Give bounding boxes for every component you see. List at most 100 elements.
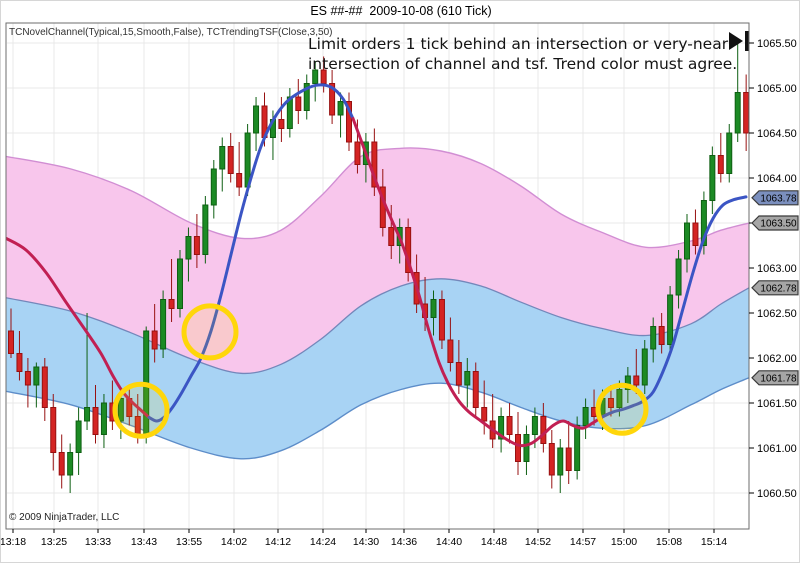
price-marker-tag bbox=[751, 215, 799, 231]
candle-body bbox=[346, 101, 352, 143]
candle-body bbox=[506, 416, 513, 435]
candle-body bbox=[540, 416, 547, 444]
price-marker-tag bbox=[751, 190, 799, 206]
channel-lower-line bbox=[6, 377, 749, 460]
time-axis-label: 13:43 bbox=[131, 536, 157, 548]
candle-body bbox=[667, 294, 674, 345]
price-axis-label: 1062.50 bbox=[757, 308, 797, 320]
candle-body bbox=[193, 236, 200, 255]
candle-body bbox=[24, 371, 31, 386]
time-axis-label: 14:52 bbox=[525, 536, 551, 548]
annotation-line-1: Limit orders 1 tick behind an intersecti… bbox=[308, 35, 729, 53]
candle-body bbox=[151, 330, 158, 350]
time-axis-label: 14:40 bbox=[436, 536, 462, 548]
time-axis-label: 14:48 bbox=[481, 536, 507, 548]
price-axis-label: 1065.00 bbox=[757, 83, 797, 95]
candle-body bbox=[607, 398, 614, 408]
candle-body bbox=[675, 258, 682, 296]
candle-body bbox=[641, 348, 648, 386]
time-axis-label: 14:02 bbox=[221, 536, 247, 548]
time-axis-label: 14:24 bbox=[310, 536, 336, 548]
price-axis-label: 1062.00 bbox=[757, 353, 797, 365]
candle-body bbox=[210, 168, 217, 206]
candle-body bbox=[295, 96, 302, 111]
time-axis-label: 14:30 bbox=[353, 536, 379, 548]
candle-body bbox=[337, 101, 344, 116]
candle-body bbox=[684, 222, 690, 260]
time-axis-label: 14:12 bbox=[265, 536, 291, 548]
price-axis-label: 1060.50 bbox=[757, 488, 797, 500]
candle-body bbox=[464, 371, 471, 386]
candle-body bbox=[455, 362, 462, 386]
price-axis-label: 1064.50 bbox=[757, 128, 797, 140]
candle-body bbox=[160, 299, 167, 350]
candle-body bbox=[548, 443, 555, 476]
price-marker-value: 1063.78 bbox=[760, 193, 797, 204]
price-marker-value: 1062.78 bbox=[760, 283, 797, 294]
time-axis-label: 14:36 bbox=[391, 536, 417, 548]
candle-body bbox=[253, 105, 260, 134]
price-axis-label: 1065.50 bbox=[757, 38, 797, 50]
candle-body bbox=[320, 69, 327, 84]
candle-body bbox=[531, 416, 538, 435]
candle-body bbox=[624, 375, 631, 390]
candle-body bbox=[650, 326, 657, 350]
candle-body bbox=[16, 353, 23, 372]
time-axis-label: 13:25 bbox=[41, 536, 67, 548]
time-axis-label: 13:18 bbox=[1, 536, 26, 548]
tsf-line-segment bbox=[351, 117, 615, 448]
candle-body bbox=[633, 375, 640, 386]
price-axis-label: 1064.00 bbox=[757, 173, 797, 185]
jump-to-end-icon[interactable] bbox=[729, 31, 749, 51]
candle-body bbox=[743, 92, 749, 134]
candle-body bbox=[523, 434, 530, 462]
price-marker-tag bbox=[751, 280, 799, 296]
candle-body bbox=[185, 236, 192, 260]
candle-body bbox=[515, 434, 521, 462]
play-triangle bbox=[729, 32, 743, 50]
candle-body bbox=[582, 407, 589, 426]
tsf-line-segment bbox=[6, 236, 151, 419]
candle-body bbox=[8, 330, 14, 354]
indicator-label: TCNovelChannel(Typical,15,Smooth,False),… bbox=[9, 27, 333, 38]
candle-body bbox=[33, 366, 40, 386]
window-title: ES ##-## 2009-10-08 (610 Tick) bbox=[310, 4, 492, 18]
price-axis-label: 1063.00 bbox=[757, 263, 797, 275]
candle-body bbox=[219, 146, 226, 170]
candle-body bbox=[498, 416, 505, 440]
candle-body bbox=[92, 407, 99, 435]
candle-body bbox=[658, 326, 665, 345]
price-marker-tag bbox=[751, 370, 799, 386]
tsf-line-segment bbox=[601, 195, 748, 418]
time-axis-label: 13:55 bbox=[176, 536, 202, 548]
candle-body bbox=[75, 420, 82, 453]
candle-body bbox=[371, 141, 378, 188]
candle-body bbox=[557, 447, 564, 476]
candle-body bbox=[447, 339, 454, 363]
candle-body bbox=[177, 258, 183, 309]
channel-lower-band bbox=[6, 278, 749, 459]
price-axis-label: 1061.50 bbox=[757, 398, 797, 410]
candle-body bbox=[329, 83, 336, 116]
plot-border bbox=[5, 22, 750, 530]
copyright-label: © 2009 NinjaTrader, LLC bbox=[9, 512, 120, 523]
price-axis-label: 1061.00 bbox=[757, 443, 797, 455]
price-marker-value: 1063.50 bbox=[760, 219, 797, 230]
candle-body bbox=[734, 92, 741, 134]
candle-body bbox=[227, 146, 234, 174]
candle-body bbox=[41, 366, 48, 408]
tsf-line-segment bbox=[147, 83, 355, 423]
candle-body bbox=[726, 132, 733, 174]
candle-body bbox=[278, 119, 285, 129]
candle-body bbox=[286, 96, 293, 129]
annotation-note: Limit orders 1 tick behind an intersecti… bbox=[308, 34, 737, 74]
candle-body bbox=[354, 141, 361, 165]
candle-body bbox=[84, 407, 91, 422]
candle-body bbox=[236, 173, 243, 188]
candle-body bbox=[472, 371, 479, 408]
time-axis-label: 13:33 bbox=[85, 536, 111, 548]
price-marker-value: 1061.78 bbox=[760, 373, 797, 384]
candle-body bbox=[616, 389, 623, 408]
